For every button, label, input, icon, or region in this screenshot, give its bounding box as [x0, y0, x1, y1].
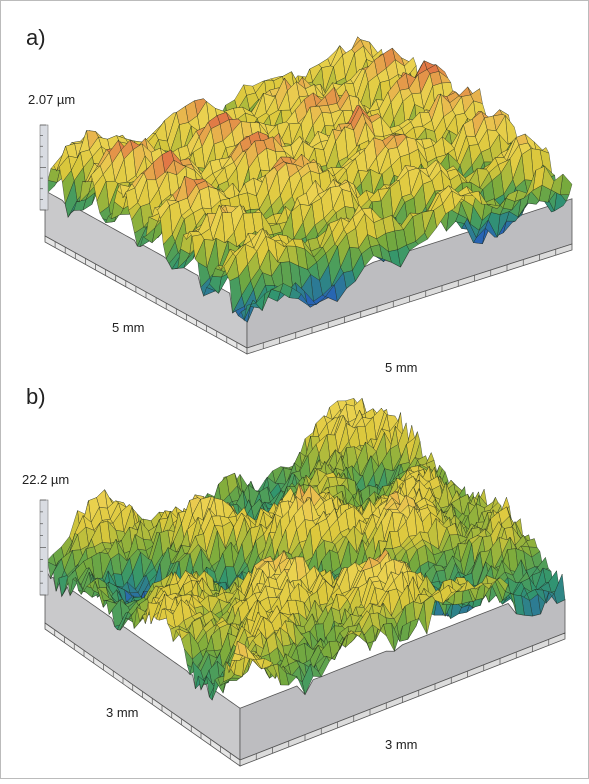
page: {"panels":[{"label":"a)","z_range":"2.07…: [0, 0, 589, 779]
figure: a) 2.07 µm 5 mm 5 mm b) 22.2 µm 3 mm 3 m…: [0, 0, 589, 779]
